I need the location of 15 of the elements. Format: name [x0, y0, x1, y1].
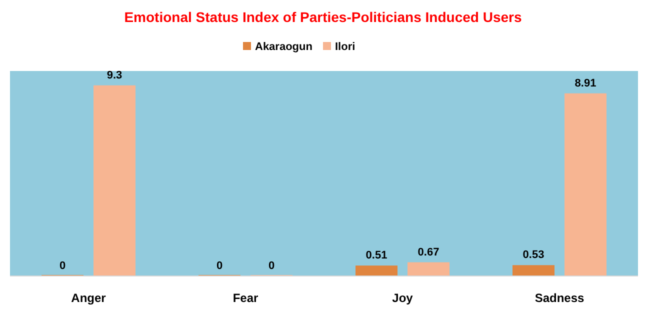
chart-title: Emotional Status Index of Parties-Politicians Induced Users: [124, 9, 522, 25]
data-label: 0: [216, 260, 223, 272]
data-label: 0: [59, 260, 66, 272]
x-tick-label: Anger: [71, 291, 106, 305]
data-label: 0.51: [366, 250, 388, 262]
data-label: 8.91: [574, 77, 596, 90]
data-label: 0: [268, 260, 275, 272]
x-tick-label: Sadness: [534, 291, 585, 305]
data-label: 0.67: [418, 246, 440, 258]
data-label: 0.53: [522, 249, 544, 262]
x-tick-label: Joy: [392, 291, 414, 305]
legend-label: Akaraogun: [255, 41, 313, 53]
legend-label: Ilori: [335, 41, 356, 53]
data-label: 9.3: [106, 69, 122, 82]
x-tick-label: Fear: [232, 291, 258, 305]
